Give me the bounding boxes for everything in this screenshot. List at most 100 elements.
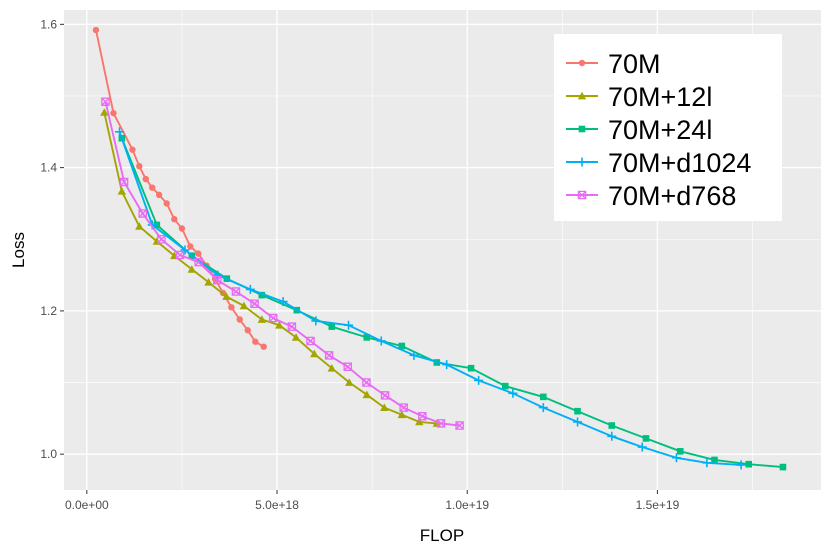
- data-point-70m-24l: [574, 407, 581, 415]
- data-point-70m-d1024: [115, 127, 125, 137]
- data-point-70m-d768: [157, 235, 166, 244]
- data-point-70m-d768: [343, 362, 353, 372]
- data-point-70m-12l: [117, 187, 127, 195]
- data-point-70m-d1024: [442, 360, 452, 370]
- data-point-70m-d1024: [474, 375, 484, 385]
- axis-ticks: 0.0e+00 5.0e+18 1.0e+19 1.5e+19 1.0 1.2 1.4 1.6: [40, 17, 679, 512]
- legend-key-marker: [577, 190, 587, 200]
- data-point-70m-d1024: [311, 316, 321, 326]
- data-point-70m-12l: [362, 390, 371, 399]
- y-tick-label: 1.6: [40, 17, 57, 31]
- x-tick-label: 1.0e+19: [445, 498, 489, 512]
- data-point-70m-24l: [363, 334, 371, 341]
- legend-item-70m-d1024: 70M+d1024: [566, 148, 751, 178]
- data-point-70m-24l: [745, 460, 753, 468]
- data-point-70m-d768: [119, 177, 129, 187]
- data-point-70m-d768: [213, 275, 222, 285]
- data-point-70m-d1024: [508, 388, 518, 398]
- data-point-70m-d1024: [180, 245, 190, 255]
- data-point-70m-12l: [135, 222, 144, 230]
- data-point-70m: [149, 184, 156, 191]
- data-point-70m-d1024: [538, 403, 548, 413]
- legend-label: 70M+d768: [608, 181, 736, 211]
- series-70m-d768: [101, 97, 464, 430]
- data-point-70m-d1024: [409, 350, 419, 360]
- series-line-70m-d1024: [118, 131, 742, 466]
- data-point-70m: [178, 225, 186, 232]
- data-point-70m-d768: [194, 257, 203, 267]
- data-point-70m-d1024: [671, 453, 681, 463]
- legend-key-marker: [577, 157, 587, 167]
- data-point-70m: [171, 215, 178, 223]
- data-point-70m-d768: [101, 97, 110, 106]
- data-point-70m-d768: [175, 250, 185, 260]
- data-point-70m-24l: [779, 463, 787, 471]
- data-point-70m-12l: [310, 349, 319, 358]
- data-point-70m-d1024: [573, 417, 583, 427]
- data-point-70m: [236, 316, 243, 323]
- y-axis-title: Loss: [9, 232, 28, 268]
- data-point-70m: [163, 200, 170, 207]
- x-tick-label: 1.5e+19: [636, 498, 680, 512]
- series-70m-d1024: [115, 127, 746, 470]
- data-point-70m: [155, 191, 163, 199]
- data-point-70m-d768: [380, 391, 390, 400]
- data-point-70m-d1024: [607, 431, 617, 441]
- data-point-70m-d768: [250, 299, 259, 308]
- data-point-70m-d1024: [344, 320, 354, 330]
- data-point-70m: [142, 175, 149, 183]
- data-point-70m: [260, 343, 267, 350]
- data-point-70m-d768: [268, 313, 278, 323]
- data-point-70m: [110, 109, 117, 117]
- data-point-70m-12l: [275, 321, 284, 329]
- data-point-70m-12l: [222, 292, 231, 300]
- legend-label: 70M+24l: [608, 115, 712, 145]
- data-point-70m-12l: [204, 278, 213, 286]
- data-point-70m-d1024: [736, 460, 746, 470]
- data-point-70m-d768: [399, 403, 408, 412]
- data-point-70m-d768: [362, 378, 371, 387]
- legend-item-70m-12l: 70M+12l: [566, 82, 712, 112]
- y-tick-label: 1.2: [40, 304, 57, 318]
- data-point-70m-d768: [455, 421, 464, 430]
- data-point-70m-24l: [642, 435, 650, 442]
- data-point-70m-12l: [380, 403, 389, 411]
- data-point-70m-d768: [324, 351, 334, 360]
- data-point-70m-d768: [418, 411, 427, 421]
- data-point-70m-d1024: [278, 297, 288, 307]
- legend-background: [554, 34, 782, 221]
- data-point-70m-24l: [711, 456, 718, 464]
- data-point-70m-d1024: [245, 284, 255, 294]
- data-point-70m-12l: [291, 333, 301, 341]
- data-point-70m: [129, 146, 136, 153]
- data-point-70m-d1024: [376, 336, 386, 346]
- data-point-70m-d768: [231, 287, 241, 296]
- data-point-70m-d768: [138, 209, 147, 218]
- data-point-70m-12l: [397, 410, 406, 419]
- data-point-70m-24l: [676, 448, 684, 455]
- legend-item-70m-24l: 70M+24l: [566, 115, 712, 145]
- x-tick-label: 5.0e+18: [255, 498, 299, 512]
- data-point-70m: [136, 162, 143, 170]
- legend-item-70m-d768: 70M+d768: [566, 181, 736, 211]
- data-point-70m: [228, 304, 235, 311]
- data-point-70m-24l: [328, 323, 336, 330]
- data-point-70m-d768: [306, 336, 315, 346]
- legend-key-marker: [578, 125, 586, 133]
- data-point-70m-d768: [287, 322, 297, 331]
- legend-label: 70M: [608, 49, 661, 79]
- data-point-70m-12l: [345, 378, 354, 386]
- legend-label: 70M+d1024: [608, 148, 751, 178]
- y-tick-label: 1.0: [40, 447, 57, 461]
- series-layer: [92, 26, 787, 471]
- data-point-70m-d1024: [213, 270, 223, 280]
- legend-label: 70M+12l: [608, 82, 712, 112]
- x-axis-title: FLOP: [420, 526, 464, 545]
- data-point-70m: [244, 327, 251, 334]
- data-point-70m-d768: [436, 419, 446, 428]
- data-point-70m-24l: [153, 221, 161, 229]
- legend-item-70m: 70M: [566, 49, 661, 79]
- data-point-70m-12l: [415, 417, 424, 426]
- data-point-70m: [187, 243, 194, 250]
